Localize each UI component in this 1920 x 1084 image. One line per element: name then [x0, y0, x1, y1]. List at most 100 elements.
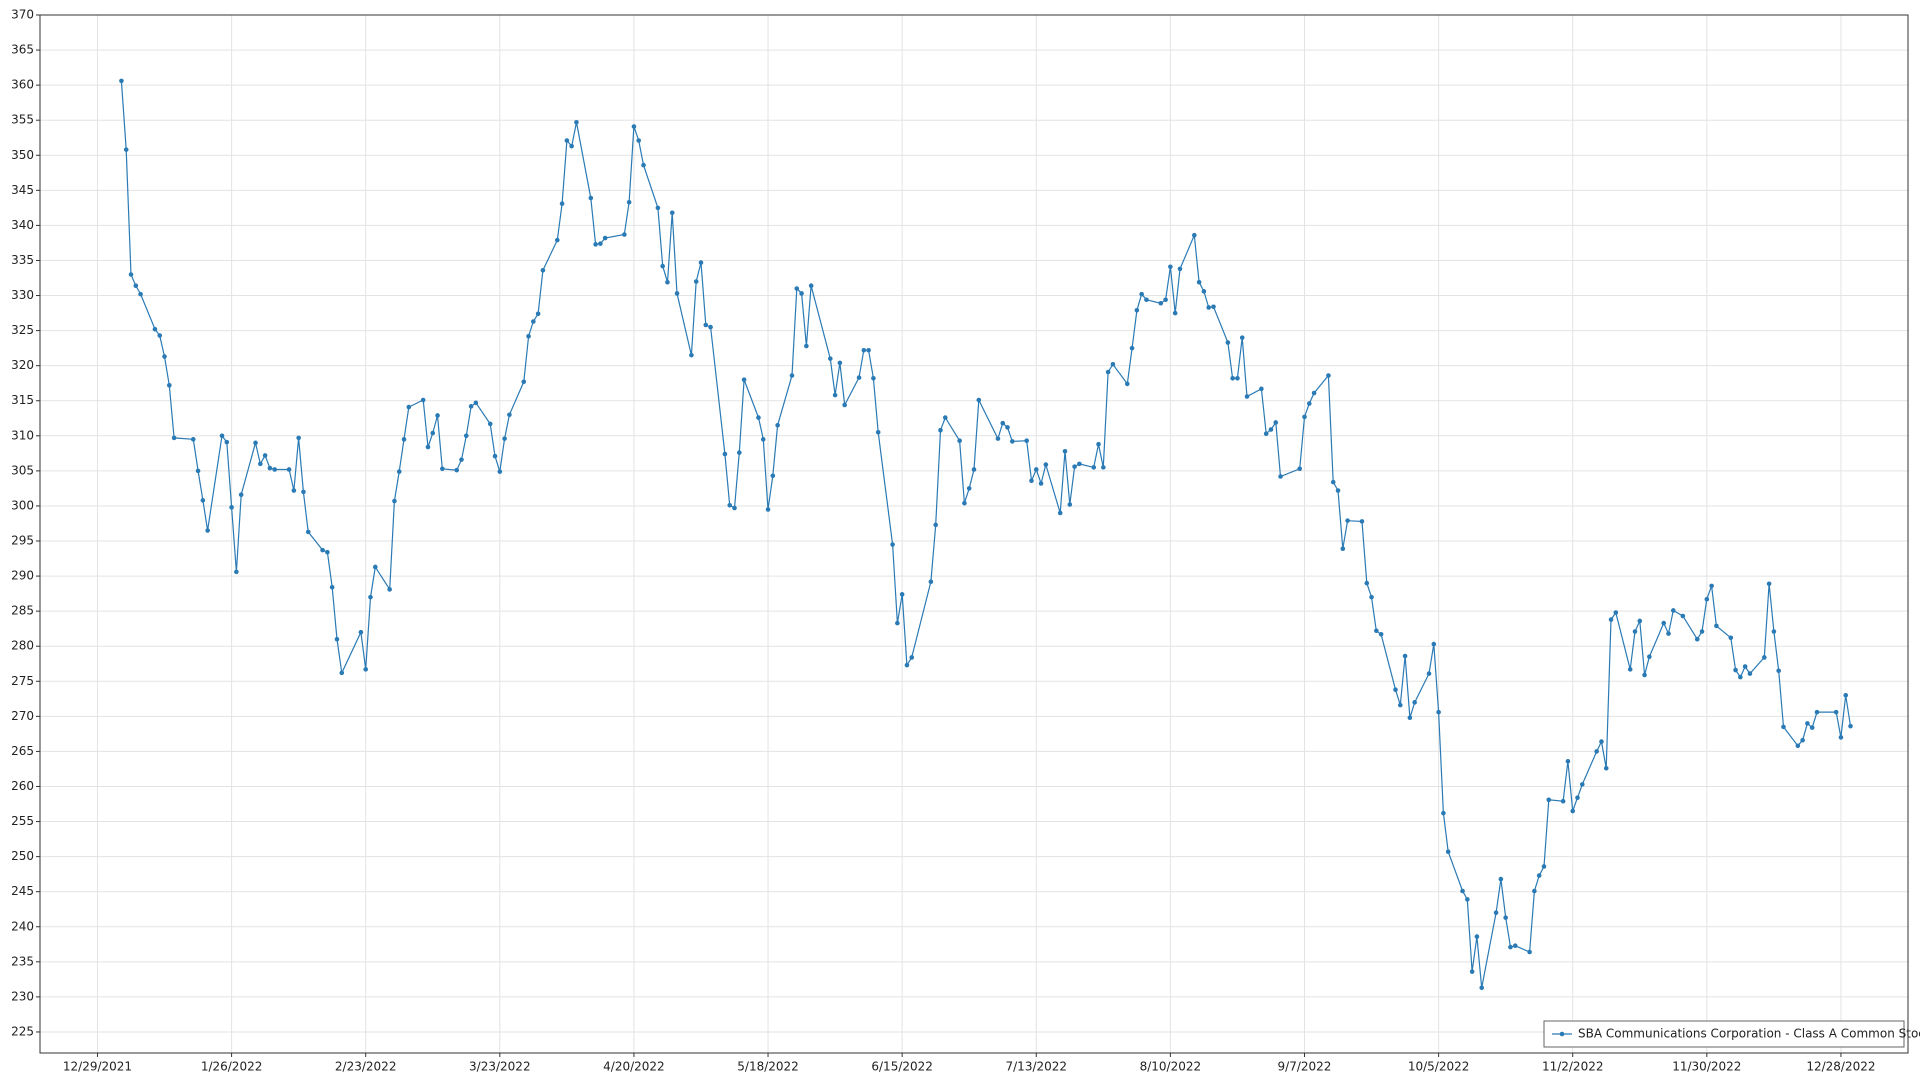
data-point: [1163, 297, 1168, 303]
data-point: [1306, 401, 1312, 406]
data-point: [1469, 969, 1475, 974]
data-point: [765, 507, 771, 512]
data-point: [195, 468, 201, 474]
x-tick-label: 10/5/2022: [1408, 1060, 1470, 1074]
data-point: [1124, 381, 1130, 387]
x-tick-label: 11/30/2022: [1672, 1060, 1741, 1074]
data-point: [1728, 635, 1734, 641]
y-tick-label: 310: [11, 428, 34, 442]
data-point: [406, 404, 412, 410]
data-point: [1402, 653, 1408, 659]
data-point: [1838, 735, 1844, 740]
data-point: [162, 354, 167, 359]
data-point: [837, 360, 843, 366]
data-point: [1192, 232, 1197, 238]
series-line: [120, 80, 1852, 988]
data-point: [737, 450, 742, 455]
data-point: [497, 469, 503, 474]
x-tick-label: 12/29/2021: [63, 1060, 132, 1074]
x-tick-label: 6/15/2022: [871, 1060, 933, 1074]
data-point: [1239, 335, 1245, 340]
data-point: [1671, 608, 1676, 613]
data-point: [1139, 291, 1144, 297]
data-point: [1833, 709, 1839, 715]
data-point: [722, 451, 728, 457]
x-tick-label: 8/10/2022: [1140, 1060, 1202, 1074]
data-point: [1072, 464, 1077, 469]
y-tick-label: 355: [11, 113, 34, 127]
data-point: [554, 237, 560, 243]
y-tick-label: 285: [11, 604, 34, 618]
data-point: [1369, 594, 1374, 600]
data-point: [1738, 674, 1743, 680]
data-point: [1230, 376, 1235, 381]
data-point: [904, 662, 910, 668]
plot-frame: [39, 14, 1909, 1054]
data-point: [1000, 420, 1006, 426]
data-point: [1766, 581, 1772, 587]
data-point: [799, 291, 804, 296]
data-point: [928, 579, 934, 584]
data-point: [420, 397, 426, 403]
data-point: [1057, 510, 1063, 516]
data-point: [770, 473, 776, 479]
data-point: [1158, 300, 1164, 306]
data-point: [325, 549, 330, 555]
data-point: [1397, 702, 1403, 708]
data-point: [698, 260, 704, 265]
data-point: [1033, 467, 1039, 472]
data-point: [1441, 810, 1446, 816]
data-point: [1704, 596, 1710, 602]
data-point: [1637, 618, 1643, 624]
data-point: [808, 283, 814, 289]
data-point: [708, 324, 713, 330]
data-point: [372, 564, 378, 570]
data-point: [1374, 628, 1379, 634]
data-point: [1311, 390, 1317, 396]
y-tick-label: 305: [11, 463, 34, 477]
data-point: [1666, 631, 1671, 636]
data-point: [636, 138, 642, 143]
data-point: [1465, 897, 1470, 902]
data-point: [286, 467, 292, 472]
data-point: [1680, 613, 1686, 619]
data-point: [234, 569, 239, 575]
data-point: [238, 492, 244, 498]
data-point: [487, 421, 493, 427]
data-point: [1843, 693, 1849, 698]
data-point: [598, 241, 603, 246]
y-tick-label: 325: [11, 323, 34, 337]
legend-marker: [1559, 1031, 1565, 1037]
y-tick-label: 275: [11, 674, 34, 688]
data-point: [641, 162, 646, 168]
data-point: [1211, 304, 1216, 310]
data-point: [995, 436, 1001, 441]
data-point: [655, 205, 661, 211]
data-point: [1805, 721, 1810, 726]
data-point: [401, 437, 407, 442]
data-point: [1512, 943, 1518, 948]
data-point: [1340, 546, 1346, 552]
data-point: [1436, 709, 1441, 715]
data-point: [703, 322, 709, 328]
data-point: [1781, 724, 1786, 730]
data-point: [1762, 655, 1767, 660]
data-point: [1278, 474, 1283, 479]
x-tick-label: 4/20/2022: [603, 1060, 665, 1074]
data-point: [200, 498, 206, 503]
data-point: [138, 291, 143, 297]
data-point: [167, 383, 172, 388]
data-point: [1560, 798, 1566, 804]
data-point: [1474, 934, 1480, 939]
data-point: [1546, 797, 1552, 803]
y-tick-label: 315: [11, 393, 34, 407]
y-tick-label: 240: [11, 919, 34, 933]
data-point: [492, 453, 498, 459]
data-point: [832, 392, 838, 398]
data-point: [119, 78, 124, 84]
data-point: [689, 352, 694, 358]
data-point: [1431, 641, 1437, 647]
data-point: [674, 291, 680, 296]
data-point: [1005, 425, 1010, 430]
